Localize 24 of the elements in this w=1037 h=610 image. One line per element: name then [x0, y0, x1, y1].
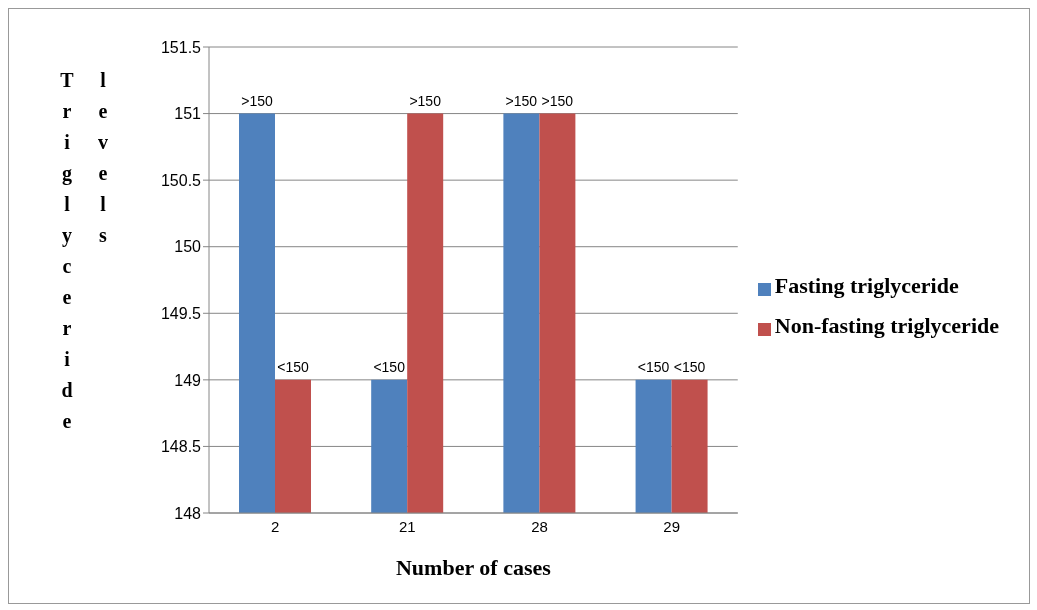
data-label: >150	[541, 92, 574, 109]
y-axis-title: Triglyceride levels	[55, 69, 115, 443]
legend-label: Non-fasting triglyceride	[774, 313, 999, 338]
data-label: >150	[241, 92, 273, 109]
x-axis-title: Number of cases	[395, 555, 552, 580]
x-tick-label: 28	[531, 517, 548, 535]
y-tick-label: 149	[174, 371, 202, 389]
legend-label: Fasting triglyceride	[774, 273, 959, 298]
y-tick-label: 149.5	[160, 304, 202, 322]
x-tick-label: 2	[270, 517, 280, 535]
x-tick-label: 21	[398, 517, 416, 535]
data-label: <150	[673, 358, 706, 375]
y-tick-label: 150	[174, 238, 202, 256]
data-label: <150	[637, 358, 670, 375]
data-label: <150	[373, 358, 406, 375]
data-label: >150	[409, 92, 442, 109]
data-label: >150	[505, 92, 538, 109]
y-tick-label: 148	[174, 504, 202, 522]
y-tick-label: 151.5	[160, 38, 202, 56]
y-tick-label: 150.5	[160, 171, 202, 189]
y-tick-label: 151	[174, 105, 202, 123]
y-tick-label: 148.5	[160, 438, 202, 456]
x-tick-label: 29	[663, 517, 681, 535]
data-label: <150	[277, 358, 309, 375]
